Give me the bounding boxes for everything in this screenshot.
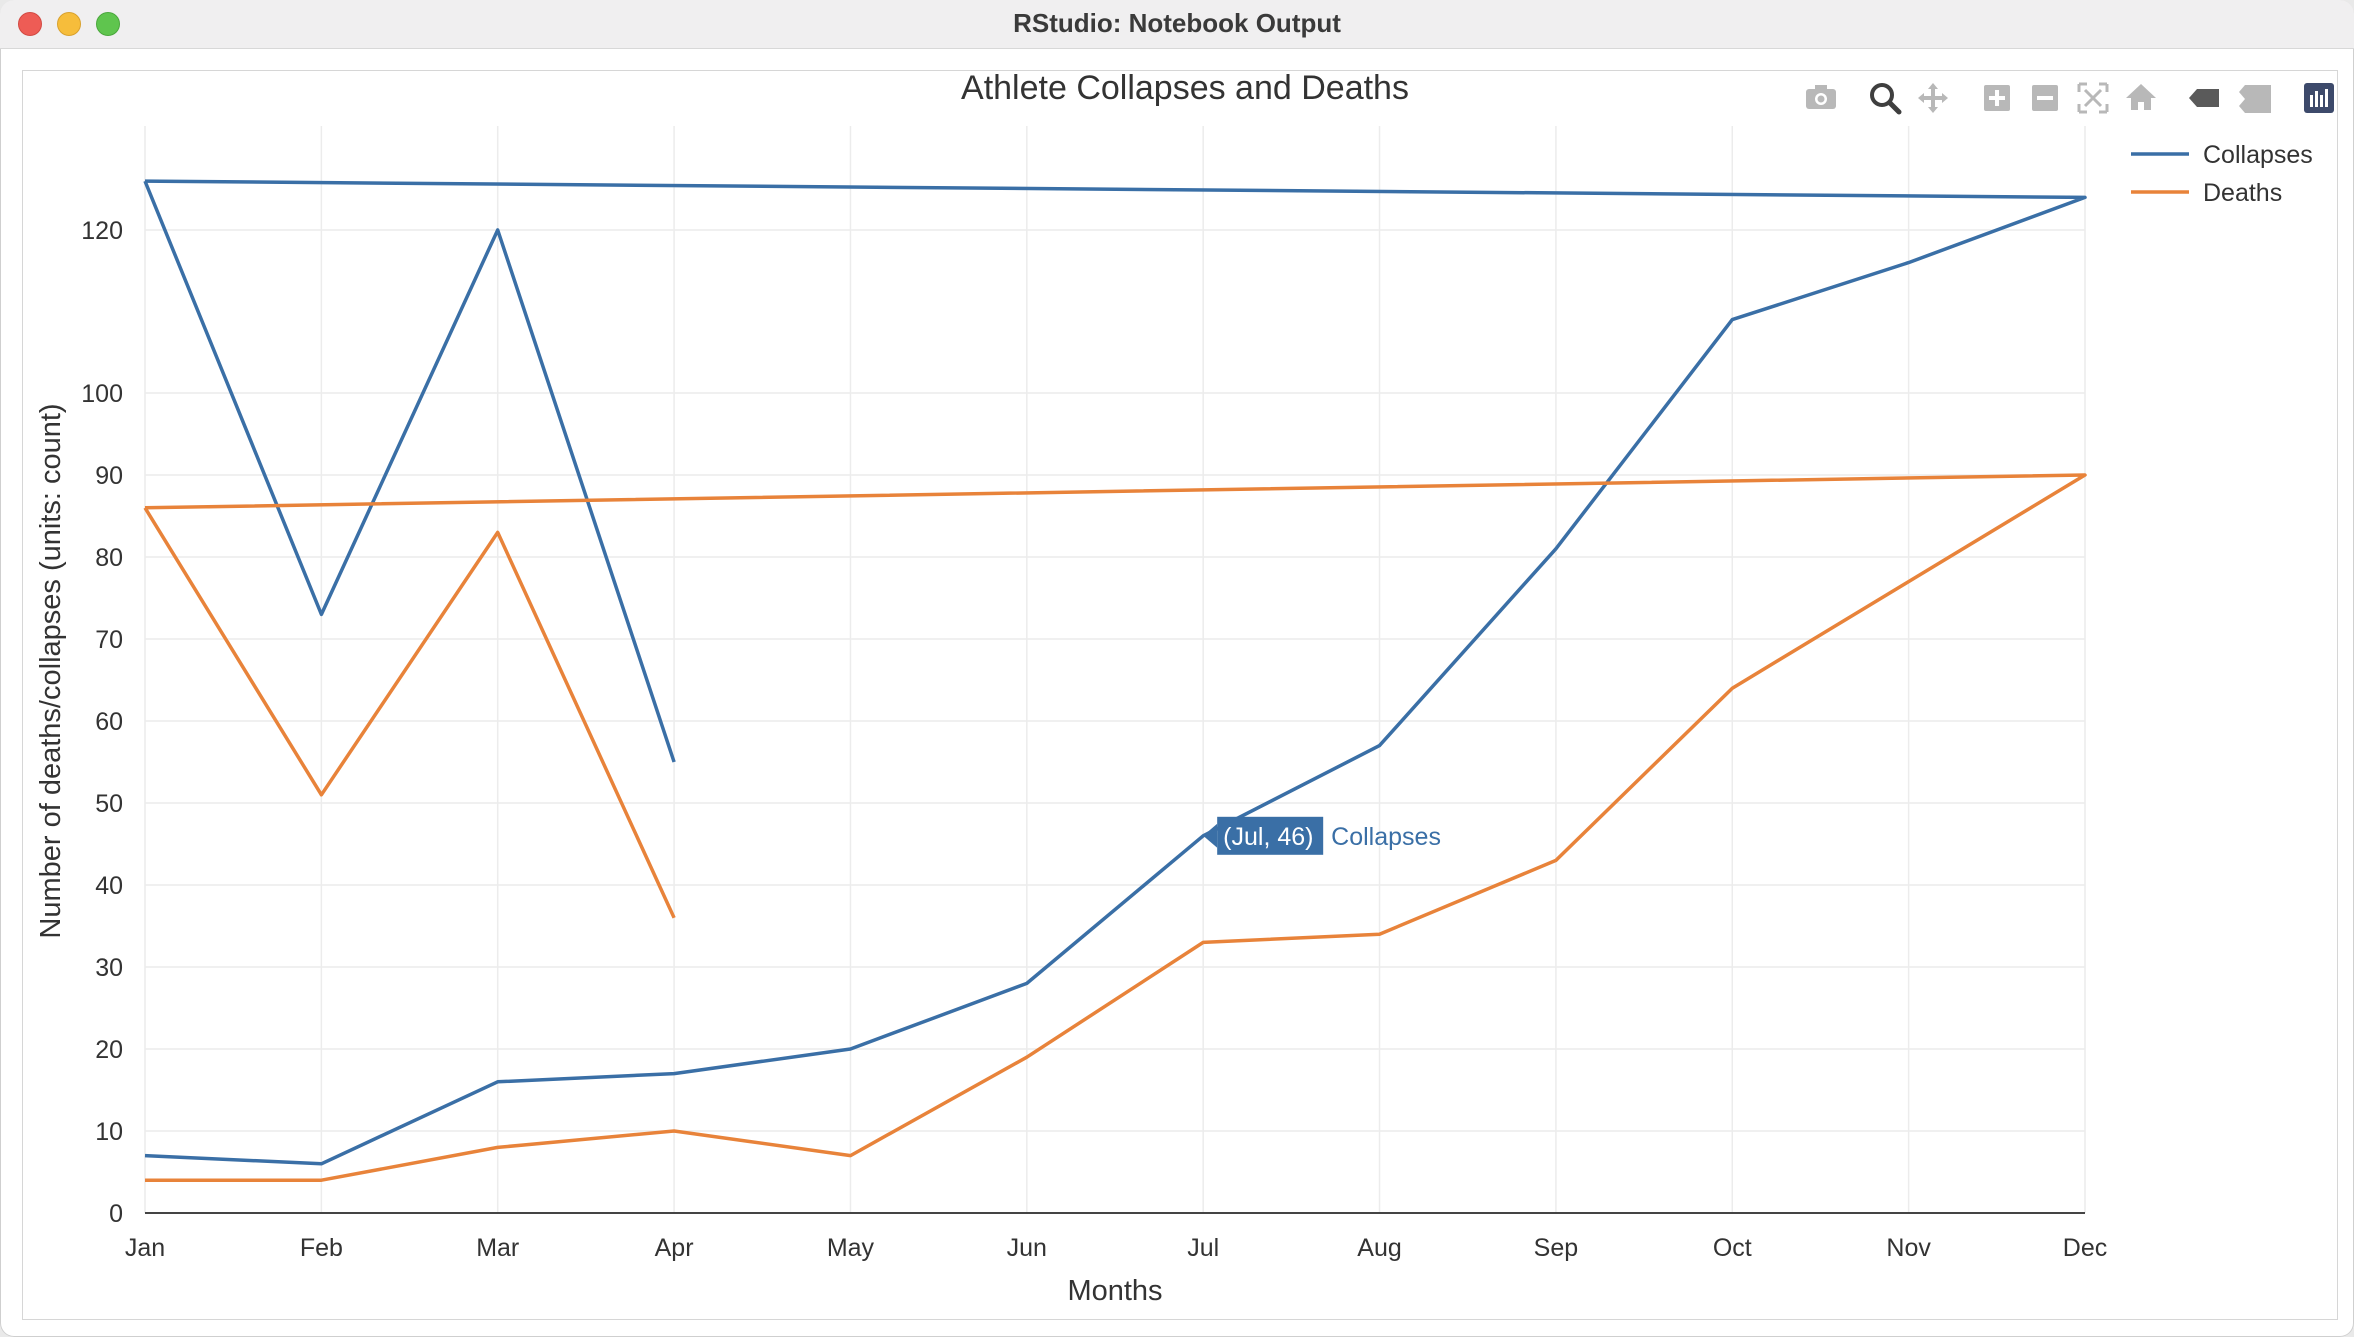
x-axis-label: Months: [1067, 1275, 1162, 1307]
y-tick-label: 10: [95, 1118, 123, 1146]
plot-container: 0 10 20 30 40 50 60 70 80 90 100 120 Jan Feb Mar Apr May…: [22, 70, 2338, 1320]
window-title: RStudio: Notebook Output: [1013, 8, 1341, 38]
y-tick-label: 90: [95, 462, 123, 490]
y-tick-label: 40: [95, 872, 123, 900]
zoom-in-icon[interactable]: [1984, 85, 2010, 111]
x-tick-label: Apr: [655, 1234, 694, 1262]
y-tick-label: 50: [95, 790, 123, 818]
x-tick-label: Dec: [2063, 1234, 2107, 1262]
x-tick-label: Mar: [476, 1234, 519, 1262]
modebar[interactable]: [1806, 82, 2334, 115]
plotly-logo-icon[interactable]: [2304, 83, 2334, 113]
home-icon[interactable]: [2126, 84, 2156, 110]
y-axis-label: Number of deaths/collapses (units: count…: [35, 403, 67, 938]
x-tick-label: Aug: [1357, 1234, 1401, 1262]
legend[interactable]: Collapses Deaths: [2131, 141, 2313, 207]
zoom-icon[interactable]: [1870, 83, 1902, 115]
tooltip-series-name: Collapses: [1331, 823, 1441, 851]
y-tick-label: 0: [109, 1200, 123, 1228]
autoscale-icon[interactable]: [2077, 82, 2109, 114]
series-line-deaths[interactable]: [144, 473, 2087, 1182]
pan-icon[interactable]: [1918, 83, 1948, 113]
y-tick-label: 30: [95, 954, 123, 982]
chart-title: Athlete Collapses and Deaths: [961, 71, 1409, 107]
series-line-collapses[interactable]: [143, 180, 676, 763]
zoom-window-button[interactable]: [96, 12, 120, 36]
y-tick-label: 20: [95, 1036, 123, 1064]
x-tick-label: Jul: [1187, 1234, 1219, 1262]
line-chart[interactable]: 0 10 20 30 40 50 60 70 80 90 100 120 Jan Feb Mar Apr May…: [23, 71, 2339, 1321]
minimize-window-button[interactable]: [57, 12, 81, 36]
series-lines: [143, 179, 2087, 1182]
x-tick-label: Jan: [125, 1234, 165, 1262]
legend-item-collapses[interactable]: Collapses: [2203, 141, 2313, 169]
legend-item-deaths[interactable]: Deaths: [2203, 179, 2282, 207]
x-tick-label: Nov: [1886, 1234, 1931, 1262]
camera-icon[interactable]: [1806, 85, 1836, 109]
series-line-deaths[interactable]: [143, 506, 676, 919]
y-tick-label: 120: [81, 217, 123, 245]
tooltip-value: (Jul, 46): [1223, 823, 1313, 851]
axes: 0 10 20 30 40 50 60 70 80 90 100 120 Jan Feb Mar Apr May…: [81, 217, 2107, 1262]
x-tick-label: Jun: [1007, 1234, 1047, 1262]
x-tick-label: May: [827, 1234, 875, 1262]
title-bar[interactable]: RStudio: Notebook Output: [0, 0, 2354, 49]
tooltip-box: [1217, 816, 1324, 855]
tooltip-pointer: [1203, 823, 1218, 848]
series-line-collapses[interactable]: [144, 179, 2087, 1166]
hover-tooltip: (Jul, 46) Collapses: [1203, 816, 1441, 855]
y-tick-label: 70: [95, 626, 123, 654]
hover-closest-icon[interactable]: [2189, 89, 2219, 107]
y-tick-label: 100: [81, 380, 123, 408]
close-window-button[interactable]: [18, 12, 42, 36]
zoom-out-icon[interactable]: [2032, 85, 2058, 111]
gridlines: [144, 126, 2086, 1213]
hover-compare-icon[interactable]: [2239, 85, 2271, 113]
x-tick-label: Oct: [1713, 1234, 1752, 1262]
y-tick-label: 80: [95, 544, 123, 572]
y-tick-label: 60: [95, 708, 123, 736]
x-tick-label: Feb: [300, 1234, 343, 1262]
x-tick-label: Sep: [1534, 1234, 1578, 1262]
